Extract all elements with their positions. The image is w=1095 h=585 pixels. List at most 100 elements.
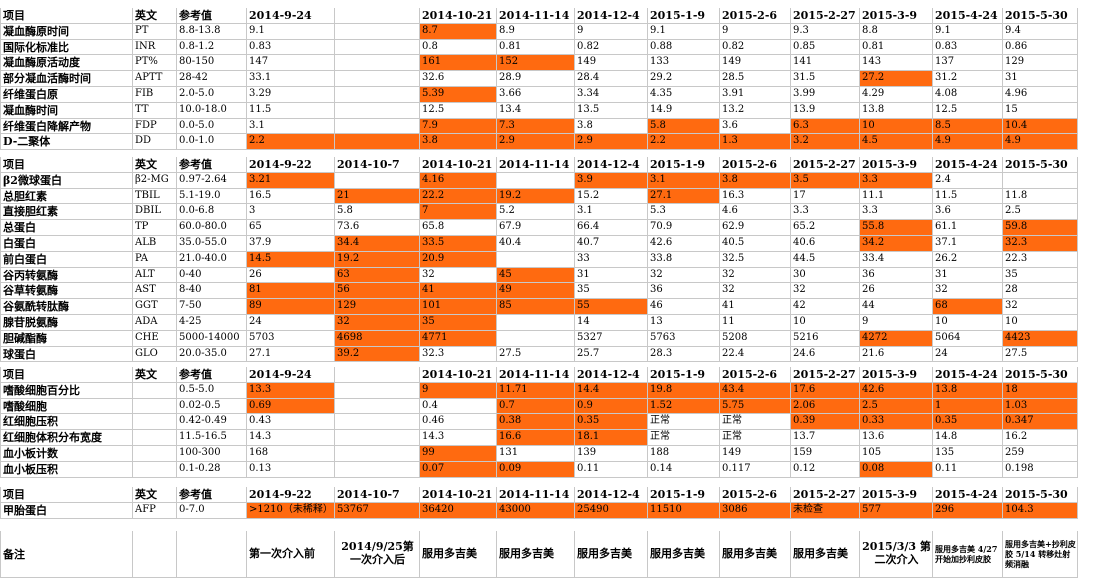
table-cell-coag-7-2[interactable]: 0.0-1.0 (177, 134, 247, 151)
table-cell-liver-3-13[interactable]: 59.8 (1003, 220, 1078, 236)
table-cell-coag-5-8[interactable]: 14.9 (648, 102, 720, 119)
table-cell-liver-0-2[interactable]: 0.97-2.64 (177, 172, 247, 189)
table-cell-afp-0-7[interactable]: 25490 (575, 502, 648, 519)
table-cell-liver-7-9[interactable]: 32 (720, 283, 791, 300)
row-label-blood-5-0[interactable]: 血小板压积 (0, 461, 133, 478)
table-cell-liver-7-6[interactable]: 49 (497, 283, 575, 300)
table-cell-coag-6-1[interactable]: FDP (133, 118, 177, 135)
row-label-liver-7-0[interactable]: 谷草转氨酶 (0, 283, 133, 300)
remarks-cell-13[interactable]: 服用多吉美+抄利皮胶 5/14 转移灶射频消融 (1003, 531, 1078, 578)
header-cell-coag-8[interactable]: 2015-1-9 (648, 8, 720, 24)
table-cell-coag-4-13[interactable]: 4.96 (1003, 87, 1078, 103)
row-label-afp-0-0[interactable]: 甲胎蛋白 (0, 502, 133, 519)
header-cell-coag-13[interactable]: 2015-5-30 (1003, 8, 1078, 24)
table-cell-coag-1-11[interactable]: 0.81 (860, 39, 933, 56)
table-cell-afp-0-13[interactable]: 104.3 (1003, 502, 1078, 519)
table-cell-afp-0-6[interactable]: 43000 (497, 502, 575, 519)
table-cell-liver-7-3[interactable]: 81 (247, 283, 335, 300)
table-cell-liver-7-13[interactable]: 28 (1003, 283, 1078, 300)
table-cell-afp-0-5[interactable]: 36420 (420, 502, 497, 519)
table-cell-liver-1-7[interactable]: 15.2 (575, 188, 648, 205)
table-cell-blood-4-4[interactable] (335, 446, 420, 462)
table-cell-blood-4-11[interactable]: 105 (860, 446, 933, 462)
header-cell-afp-8[interactable]: 2015-1-9 (648, 487, 720, 503)
table-cell-liver-11-13[interactable]: 27.5 (1003, 346, 1078, 363)
table-cell-blood-4-1[interactable] (133, 446, 177, 462)
table-cell-coag-6-8[interactable]: 5.8 (648, 118, 720, 135)
table-cell-coag-4-1[interactable]: FIB (133, 87, 177, 103)
table-cell-liver-8-7[interactable]: 55 (575, 299, 648, 315)
table-cell-coag-7-8[interactable]: 2.2 (648, 134, 720, 151)
table-cell-blood-1-5[interactable]: 0.4 (420, 398, 497, 415)
row-label-blood-2-0[interactable]: 红细胞压积 (0, 414, 133, 431)
table-cell-blood-4-2[interactable]: 100-300 (177, 446, 247, 462)
table-cell-blood-0-10[interactable]: 17.6 (791, 382, 860, 399)
table-cell-liver-5-10[interactable]: 44.5 (791, 251, 860, 268)
header-cell-blood-1[interactable]: 英文 (133, 367, 177, 383)
remarks-cell-4[interactable]: 2014/9/25第一次介入后 (335, 531, 420, 578)
header-cell-blood-0[interactable]: 项目 (0, 367, 133, 383)
table-cell-liver-6-8[interactable]: 32 (648, 267, 720, 284)
header-cell-afp-2[interactable]: 参考值 (177, 487, 247, 503)
table-cell-coag-0-11[interactable]: 8.8 (860, 23, 933, 40)
table-cell-coag-7-3[interactable]: 2.2 (247, 134, 335, 151)
table-cell-afp-0-12[interactable]: 296 (933, 502, 1003, 519)
table-cell-liver-4-2[interactable]: 35.0-55.0 (177, 236, 247, 252)
table-cell-blood-0-9[interactable]: 43.4 (720, 382, 791, 399)
table-cell-liver-7-2[interactable]: 8-40 (177, 283, 247, 300)
table-cell-coag-1-3[interactable]: 0.83 (247, 39, 335, 56)
table-cell-coag-7-1[interactable]: DD (133, 134, 177, 151)
table-cell-blood-3-7[interactable]: 18.1 (575, 430, 648, 446)
table-cell-blood-1-12[interactable]: 1 (933, 398, 1003, 415)
table-cell-coag-1-6[interactable]: 0.81 (497, 39, 575, 56)
table-cell-coag-4-10[interactable]: 3.99 (791, 87, 860, 103)
remarks-cell-3[interactable]: 第一次介入前 (247, 531, 335, 578)
table-cell-blood-2-4[interactable] (335, 414, 420, 431)
table-cell-coag-2-13[interactable]: 129 (1003, 55, 1078, 72)
remarks-cell-12[interactable]: 服用多吉美 4/27开始加抄利皮胶 (933, 531, 1003, 578)
table-cell-blood-3-9[interactable]: 正常 (720, 430, 791, 446)
table-cell-liver-0-5[interactable]: 4.16 (420, 172, 497, 189)
row-label-liver-5-0[interactable]: 前白蛋白 (0, 251, 133, 268)
table-cell-blood-0-6[interactable]: 11.71 (497, 382, 575, 399)
table-cell-coag-4-7[interactable]: 3.34 (575, 87, 648, 103)
table-cell-liver-8-3[interactable]: 89 (247, 299, 335, 315)
header-cell-blood-11[interactable]: 2015-3-9 (860, 367, 933, 383)
table-cell-coag-0-2[interactable]: 8.8-13.8 (177, 23, 247, 40)
table-cell-liver-2-9[interactable]: 4.6 (720, 204, 791, 221)
table-cell-afp-0-8[interactable]: 11510 (648, 502, 720, 519)
header-cell-coag-12[interactable]: 2015-4-24 (933, 8, 1003, 24)
table-cell-liver-1-1[interactable]: TBIL (133, 188, 177, 205)
remarks-cell-1[interactable] (133, 531, 177, 578)
table-cell-coag-3-9[interactable]: 28.5 (720, 71, 791, 87)
table-cell-coag-7-9[interactable]: 1.3 (720, 134, 791, 151)
table-cell-liver-9-5[interactable]: 35 (420, 315, 497, 331)
table-cell-liver-10-8[interactable]: 5763 (648, 330, 720, 347)
table-cell-blood-2-11[interactable]: 0.33 (860, 414, 933, 431)
table-cell-coag-0-9[interactable]: 9 (720, 23, 791, 40)
table-cell-liver-10-2[interactable]: 5000-14000 (177, 330, 247, 347)
header-cell-blood-10[interactable]: 2015-2-27 (791, 367, 860, 383)
table-cell-blood-2-10[interactable]: 0.39 (791, 414, 860, 431)
table-cell-liver-3-2[interactable]: 60.0-80.0 (177, 220, 247, 236)
table-cell-coag-6-6[interactable]: 7.3 (497, 118, 575, 135)
table-cell-liver-9-4[interactable]: 32 (335, 315, 420, 331)
table-cell-liver-0-4[interactable] (335, 172, 420, 189)
table-cell-liver-8-9[interactable]: 41 (720, 299, 791, 315)
table-cell-liver-0-10[interactable]: 3.5 (791, 172, 860, 189)
table-cell-blood-4-9[interactable]: 149 (720, 446, 791, 462)
table-cell-liver-5-1[interactable]: PA (133, 251, 177, 268)
table-cell-liver-1-3[interactable]: 16.5 (247, 188, 335, 205)
header-cell-liver-5[interactable]: 2014-10-21 (420, 157, 497, 173)
row-label-blood-1-0[interactable]: 嗜酸细胞 (0, 398, 133, 415)
header-cell-afp-10[interactable]: 2015-2-27 (791, 487, 860, 503)
table-cell-blood-1-10[interactable]: 2.06 (791, 398, 860, 415)
header-cell-blood-9[interactable]: 2015-2-6 (720, 367, 791, 383)
table-cell-afp-0-4[interactable]: 53767 (335, 502, 420, 519)
row-label-coag-5-0[interactable]: 凝血酶时间 (0, 102, 133, 119)
header-cell-liver-13[interactable]: 2015-5-30 (1003, 157, 1078, 173)
table-cell-blood-5-8[interactable]: 0.14 (648, 461, 720, 478)
header-cell-blood-7[interactable]: 2014-12-4 (575, 367, 648, 383)
table-cell-coag-5-10[interactable]: 13.9 (791, 102, 860, 119)
table-cell-liver-5-11[interactable]: 33.4 (860, 251, 933, 268)
